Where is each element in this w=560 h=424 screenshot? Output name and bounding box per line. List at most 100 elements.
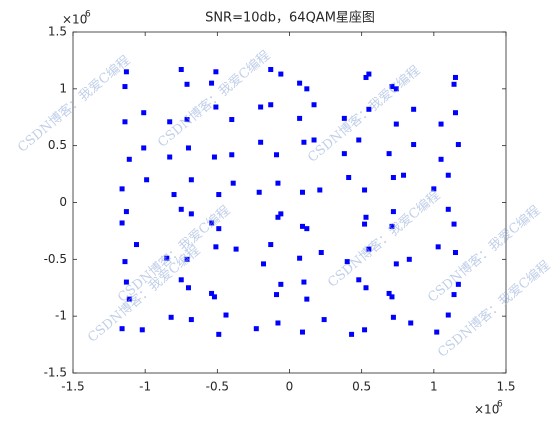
point bbox=[297, 255, 303, 261]
y-tick-label: -0.5 bbox=[44, 252, 67, 266]
point bbox=[178, 67, 184, 73]
point bbox=[171, 192, 177, 198]
point bbox=[229, 152, 235, 158]
point bbox=[178, 206, 184, 212]
point bbox=[123, 69, 129, 75]
point bbox=[297, 115, 303, 121]
point bbox=[233, 246, 239, 252]
point bbox=[438, 156, 444, 162]
point bbox=[301, 279, 307, 285]
point bbox=[164, 255, 170, 261]
point bbox=[311, 102, 317, 108]
point bbox=[184, 256, 190, 262]
point bbox=[393, 121, 399, 127]
point bbox=[122, 84, 128, 90]
point bbox=[344, 259, 350, 265]
point bbox=[455, 142, 461, 148]
point bbox=[435, 244, 441, 250]
point bbox=[278, 281, 284, 287]
point bbox=[213, 244, 219, 250]
point bbox=[363, 285, 369, 291]
point bbox=[304, 226, 310, 232]
y-multiplier-power: 6 bbox=[85, 10, 91, 20]
point bbox=[253, 326, 259, 332]
point bbox=[363, 214, 369, 220]
point bbox=[341, 151, 347, 157]
point bbox=[211, 154, 217, 160]
point bbox=[438, 121, 444, 127]
y-tick-label: 1 bbox=[59, 81, 67, 95]
point bbox=[297, 80, 303, 86]
y-tick-label: 0.5 bbox=[48, 138, 67, 152]
point bbox=[390, 174, 396, 180]
point bbox=[363, 74, 369, 80]
point bbox=[341, 115, 347, 121]
x-multiplier: ×10 bbox=[474, 403, 499, 417]
point bbox=[119, 220, 125, 226]
point bbox=[184, 81, 190, 87]
point bbox=[451, 221, 457, 227]
point bbox=[452, 110, 458, 116]
point bbox=[126, 156, 132, 162]
point bbox=[393, 86, 399, 92]
point bbox=[366, 71, 372, 77]
point bbox=[258, 139, 264, 145]
point bbox=[311, 137, 317, 143]
point bbox=[274, 152, 280, 158]
point bbox=[268, 102, 274, 108]
point bbox=[301, 139, 307, 145]
point bbox=[268, 67, 274, 73]
point bbox=[451, 292, 457, 298]
point bbox=[362, 187, 368, 193]
point bbox=[362, 327, 368, 333]
point bbox=[411, 106, 417, 112]
point bbox=[274, 292, 280, 298]
point bbox=[229, 117, 235, 123]
point bbox=[278, 211, 284, 217]
point bbox=[278, 71, 284, 77]
point bbox=[304, 296, 310, 302]
point bbox=[386, 151, 392, 157]
point bbox=[185, 145, 191, 151]
point bbox=[411, 142, 417, 148]
point bbox=[356, 277, 362, 283]
point bbox=[299, 329, 305, 335]
point bbox=[209, 290, 215, 296]
point bbox=[389, 84, 395, 90]
point bbox=[188, 317, 194, 323]
x-tick-label: 1 bbox=[430, 380, 438, 394]
point bbox=[213, 69, 219, 75]
point bbox=[122, 259, 128, 265]
point bbox=[268, 242, 274, 248]
x-tick-label: -1 bbox=[139, 380, 151, 394]
point bbox=[445, 206, 451, 212]
point bbox=[275, 320, 281, 326]
point bbox=[168, 314, 174, 320]
point bbox=[389, 294, 395, 300]
x-tick-label: 0 bbox=[286, 380, 294, 394]
point bbox=[258, 104, 264, 110]
point bbox=[275, 214, 281, 220]
point bbox=[366, 106, 372, 112]
point bbox=[393, 261, 399, 267]
point bbox=[362, 221, 368, 227]
point bbox=[211, 294, 217, 300]
point bbox=[141, 145, 147, 151]
y-tick-label: 1.5 bbox=[48, 25, 67, 39]
point bbox=[256, 189, 262, 195]
point bbox=[452, 74, 458, 80]
point bbox=[321, 317, 327, 323]
point bbox=[318, 250, 324, 256]
point bbox=[216, 192, 222, 198]
point bbox=[134, 242, 140, 248]
point bbox=[275, 180, 281, 186]
point bbox=[390, 314, 396, 320]
x-tick-label: 1.5 bbox=[496, 380, 515, 394]
point bbox=[434, 329, 440, 335]
point bbox=[299, 223, 305, 229]
point bbox=[317, 187, 323, 193]
point bbox=[188, 177, 194, 183]
point bbox=[139, 327, 145, 333]
point bbox=[346, 174, 352, 180]
